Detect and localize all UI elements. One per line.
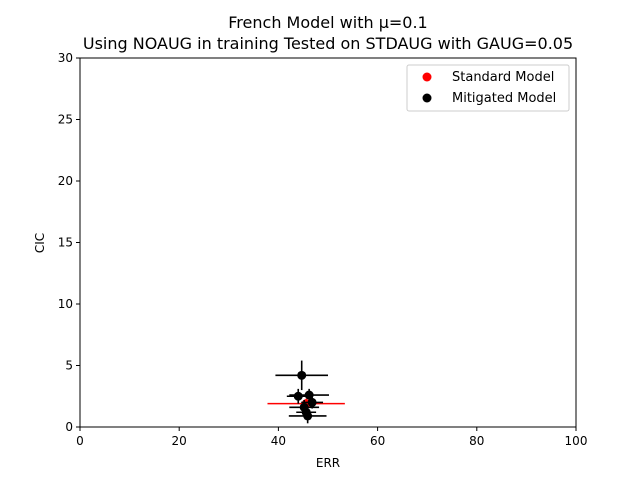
legend: Standard Model Mitigated Model bbox=[406, 64, 570, 112]
legend-marker-standard bbox=[422, 72, 432, 82]
y-axis-label: CIC bbox=[33, 233, 47, 253]
data-point-mitigated bbox=[293, 391, 303, 401]
x-tick-label: 60 bbox=[370, 434, 385, 448]
legend-box bbox=[406, 64, 570, 112]
chart-title-line1: French Model with μ=0.1 bbox=[228, 13, 427, 32]
y-tick-label: 5 bbox=[65, 359, 73, 373]
y-tick-label: 30 bbox=[58, 51, 73, 65]
legend-label-mitigated: Mitigated Model bbox=[452, 91, 556, 106]
x-tick-label: 100 bbox=[565, 434, 588, 448]
data-point-mitigated bbox=[303, 411, 313, 421]
y-tick-label: 10 bbox=[58, 297, 73, 311]
x-tick-label: 40 bbox=[271, 434, 286, 448]
x-axis-label: ERR bbox=[316, 456, 340, 470]
plot-frame bbox=[79, 57, 577, 428]
chart-title-line2: Using NOAUG in training Tested on STDAUG… bbox=[83, 34, 573, 53]
legend-label-standard: Standard Model bbox=[452, 70, 554, 85]
data-point-mitigated bbox=[297, 370, 307, 380]
x-tick-label: 0 bbox=[76, 434, 84, 448]
data-point-mitigated bbox=[307, 397, 317, 407]
x-tick-label: 20 bbox=[172, 434, 187, 448]
y-tick-label: 25 bbox=[58, 113, 73, 127]
y-tick-label: 15 bbox=[58, 236, 73, 250]
y-tick-label: 0 bbox=[65, 420, 73, 434]
x-tick-label: 80 bbox=[469, 434, 484, 448]
data-point-mitigated bbox=[304, 390, 314, 400]
legend-marker-mitigated bbox=[422, 93, 432, 103]
y-tick-label: 20 bbox=[58, 174, 73, 188]
